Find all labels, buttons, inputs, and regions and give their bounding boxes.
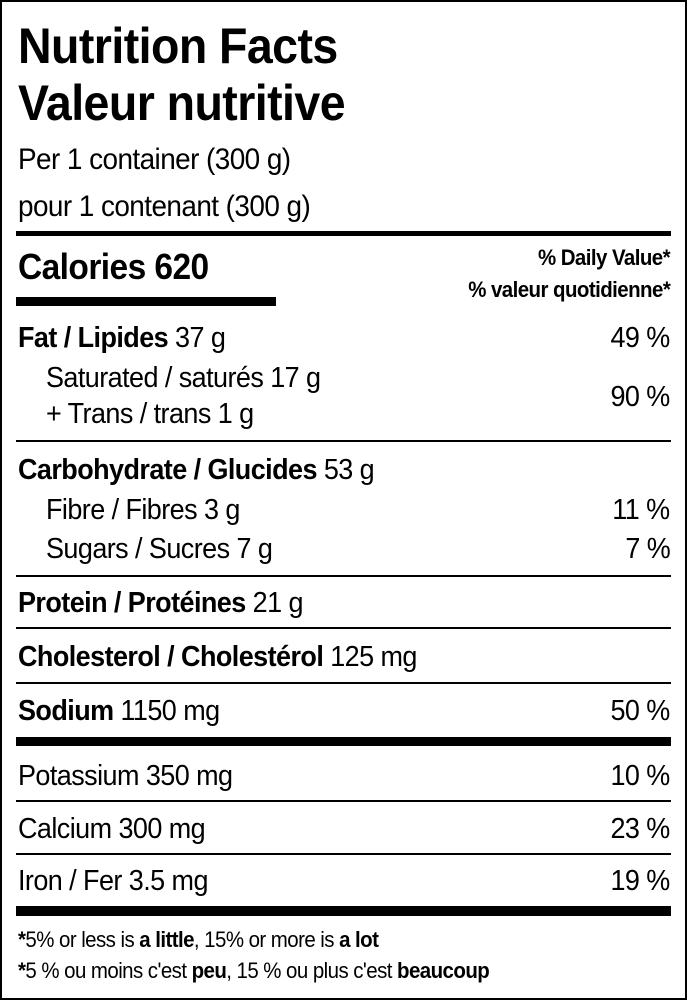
title-en: Nutrition Facts xyxy=(18,18,338,74)
divider xyxy=(16,682,671,684)
daily-value-en: % Daily Value* xyxy=(537,245,671,270)
calories: Calories 620 xyxy=(18,246,209,287)
divider-thick xyxy=(16,737,671,746)
row-fibre: Fibre / Fibres 3 g xyxy=(46,494,240,526)
row-iron: Iron / Fer 3.5 mg xyxy=(18,865,208,897)
dv-calcium: 23 % xyxy=(610,813,671,845)
row-protein: Protein / Protéines 21 g xyxy=(18,587,303,619)
row-carb: Carbohydrate / Glucides 53 g xyxy=(18,454,375,486)
title-fr: Valeur nutritive xyxy=(18,75,346,131)
dv-potassium: 10 % xyxy=(610,760,671,792)
serving-en: Per 1 container (300 g) xyxy=(18,143,291,176)
row-saturated: Saturated / saturés 17 g xyxy=(46,362,321,394)
daily-value-fr: % valeur quotidienne* xyxy=(467,277,671,302)
divider xyxy=(16,853,671,855)
dv-fibre: 11 % xyxy=(612,494,671,526)
row-calcium: Calcium 300 mg xyxy=(18,813,206,845)
dv-iron: 19 % xyxy=(610,865,671,897)
divider xyxy=(16,575,671,577)
divider-thick xyxy=(16,906,671,916)
row-sugars: Sugars / Sucres 7 g xyxy=(46,533,273,565)
divider xyxy=(16,627,671,629)
dv-sugars: 7 % xyxy=(625,533,670,565)
row-sodium: Sodium 1150 mg xyxy=(18,695,220,727)
divider xyxy=(16,231,671,236)
dv-sat-trans: 90 % xyxy=(610,381,671,413)
calories-bar xyxy=(16,297,276,306)
row-trans: + Trans / trans 1 g xyxy=(46,398,254,430)
dv-fat: 49 % xyxy=(610,322,671,354)
footnote-en: *5% or less is a little, 15% or more is … xyxy=(18,927,379,952)
footnote-fr: *5 % ou moins c'est peu, 15 % ou plus c'… xyxy=(18,958,490,983)
row-fat: Fat / Lipides 37 g xyxy=(18,322,226,354)
divider xyxy=(16,440,671,442)
dv-sodium: 50 % xyxy=(610,695,671,727)
row-potassium: Potassium 350 mg xyxy=(18,760,233,792)
serving-fr: pour 1 contenant (300 g) xyxy=(18,190,311,223)
row-cholesterol: Cholesterol / Cholestérol 125 mg xyxy=(18,641,417,673)
divider xyxy=(16,800,671,802)
